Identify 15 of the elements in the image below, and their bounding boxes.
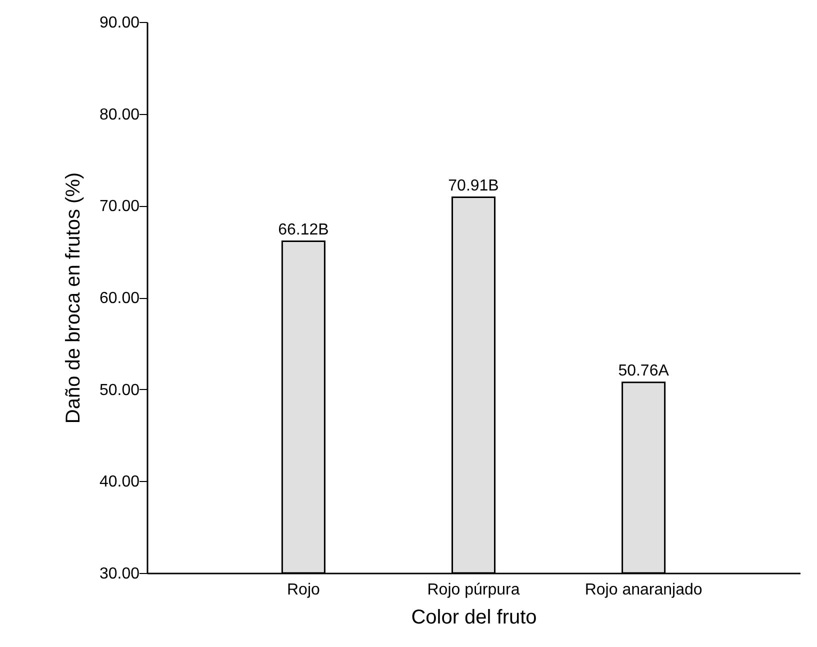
y-axis-title: Daño de broca en frutos (%) <box>62 172 84 424</box>
x-tick-label: Rojo <box>286 582 320 598</box>
x-tick-label: Rojo anaranjado <box>584 582 702 598</box>
y-tick-label: 60.00 <box>99 290 140 307</box>
y-tick-label: 50.00 <box>99 382 140 399</box>
y-tick-label: 80.00 <box>99 106 140 124</box>
data-label: 70.91B <box>448 177 499 194</box>
y-tick-label: 70.00 <box>99 198 140 216</box>
data-label: 50.76A <box>618 362 670 380</box>
y-tick-label: 40.00 <box>99 474 140 491</box>
data-label: 66.12B <box>278 221 329 238</box>
y-tick-label: 90.00 <box>99 14 140 32</box>
x-axis-title: Color del fruto <box>411 606 537 628</box>
y-tick-label: 30.00 <box>99 566 140 582</box>
x-tick-label: Rojo púrpura <box>427 582 520 598</box>
